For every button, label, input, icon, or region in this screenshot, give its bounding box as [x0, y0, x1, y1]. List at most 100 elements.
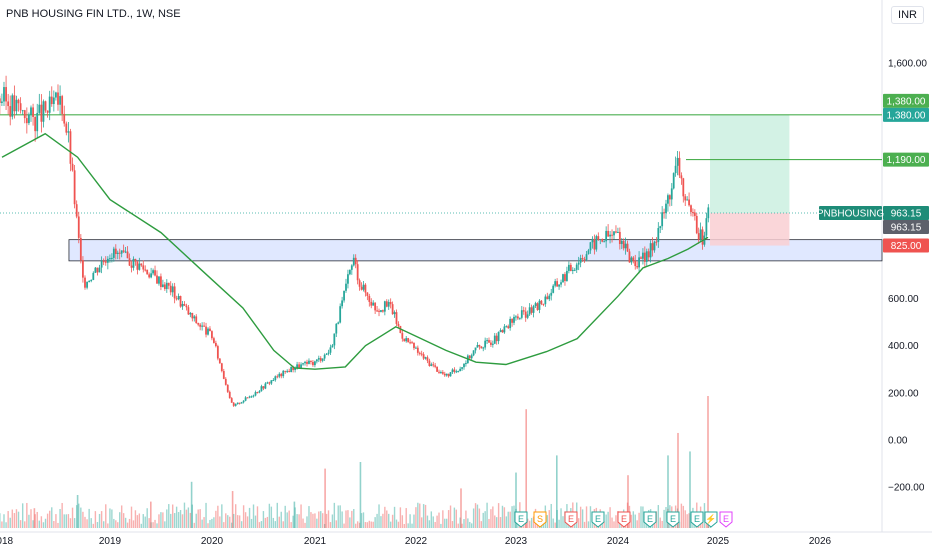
volume-bar: [113, 518, 115, 528]
volume-bar: [345, 510, 347, 528]
candle-body: [505, 326, 508, 328]
candle-body: [335, 323, 338, 334]
volume-bar: [503, 507, 506, 528]
candle-body: [405, 338, 408, 342]
volume-bar: [21, 503, 24, 528]
volume-bar: [207, 523, 209, 528]
candle-body: [511, 318, 513, 323]
volume-bar: [205, 502, 207, 528]
candle-body: [19, 103, 22, 111]
candle-body: [434, 365, 437, 367]
volume-bar: [132, 520, 135, 528]
volume-bar: [451, 521, 454, 528]
volume-bar: [168, 504, 170, 528]
volume-bar: [603, 521, 605, 528]
volume-bar: [376, 513, 378, 528]
volume-bar: [634, 514, 636, 528]
candle-body: [441, 372, 444, 374]
candle-body: [205, 326, 207, 335]
candle-body: [331, 345, 334, 348]
candle-body: [472, 350, 475, 356]
volume-bar: [632, 511, 635, 528]
volume-bar: [17, 511, 20, 528]
y-tick-label: −200.00: [888, 483, 925, 494]
volume-bar: [688, 513, 690, 528]
candle-body: [463, 363, 465, 368]
volume-bar: [440, 523, 442, 528]
candle-body: [538, 300, 541, 310]
candle-body: [455, 371, 458, 373]
volume-bar: [393, 506, 396, 528]
volume-bar: [422, 504, 425, 528]
volume-bar: [193, 522, 195, 528]
candle-body: [106, 258, 109, 263]
volume-bar: [424, 504, 427, 528]
volume-spike: [359, 462, 362, 528]
volume-bar: [105, 504, 107, 528]
volume-bar: [316, 518, 318, 528]
volume-bar: [321, 513, 324, 528]
volume-bar: [558, 519, 560, 528]
candle-body: [552, 285, 555, 293]
volume-bar: [401, 515, 404, 528]
volume-bar: [88, 508, 90, 528]
y-tick-label: 600.00: [888, 294, 919, 305]
volume-bar: [542, 522, 545, 528]
volume-bar: [98, 513, 101, 528]
volume-bar: [585, 506, 588, 528]
candle-body: [63, 113, 66, 124]
volume-bar: [166, 509, 168, 528]
entry-price-tag: 963.15: [891, 223, 922, 234]
candle-body: [653, 241, 656, 251]
volume-bar: [240, 521, 243, 528]
candle-body: [240, 402, 243, 404]
volume-bar: [366, 522, 369, 528]
volume-bar: [455, 509, 458, 528]
volume-bar: [296, 514, 298, 528]
candle-body: [315, 359, 318, 362]
candle-body: [50, 96, 53, 105]
line-1380-tag-bg: [883, 107, 929, 122]
candle-body: [246, 397, 249, 399]
volume-bar: [288, 510, 290, 528]
candle-body: [566, 270, 568, 281]
candle-body: [599, 239, 602, 241]
earnings-event-icon: [643, 511, 657, 528]
volume-bar: [146, 508, 148, 528]
volume-bar: [467, 518, 469, 528]
candle-body: [493, 335, 496, 344]
volume-bar: [1, 521, 3, 528]
volume-bar: [378, 504, 380, 528]
candle-body: [647, 251, 650, 258]
candle-body: [234, 404, 237, 406]
candle-body: [348, 269, 351, 275]
volume-bar: [197, 509, 199, 528]
candle-body: [457, 371, 460, 373]
volume-bar: [115, 520, 117, 528]
candle-body: [453, 369, 456, 372]
volume-bar: [119, 512, 121, 528]
candle-body: [46, 110, 49, 113]
candle-body: [290, 366, 293, 372]
candle-body: [191, 312, 194, 319]
volume-bar: [495, 517, 498, 528]
volume-bar: [179, 510, 182, 528]
candle-body: [96, 267, 99, 273]
candle-body: [250, 396, 253, 398]
volume-bar: [476, 504, 479, 528]
candle-body: [550, 292, 553, 296]
candle-body: [701, 229, 704, 245]
currency-button[interactable]: INR: [891, 6, 924, 24]
candle-body: [34, 116, 37, 132]
candle-body: [451, 369, 454, 373]
candle-body: [75, 204, 78, 217]
candle-body: [585, 254, 588, 260]
volume-bar: [164, 521, 166, 528]
volume-bar: [501, 505, 504, 528]
volume-spike: [677, 432, 679, 528]
volume-bar: [152, 522, 154, 528]
candle-body: [461, 367, 463, 369]
candle-body: [92, 272, 95, 280]
candle-body: [146, 269, 149, 275]
